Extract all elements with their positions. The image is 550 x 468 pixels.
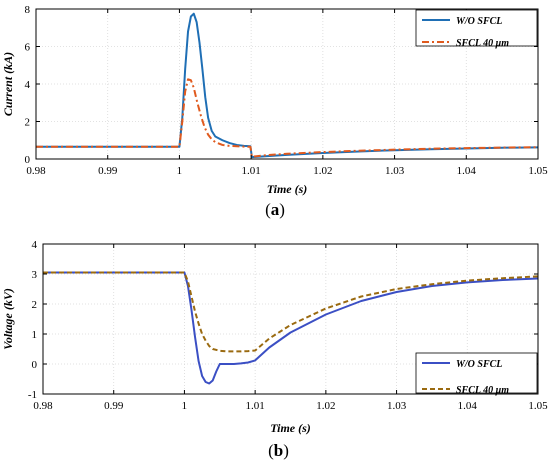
y-tick-label: 4: [25, 79, 31, 91]
y-axis-label: Current (kA): [1, 52, 15, 116]
x-tick-label: 1.04: [457, 165, 477, 177]
x-tick-label: 1: [177, 165, 183, 177]
legend: W/O SFCL SFCL 40 μm: [415, 9, 538, 49]
legend-label: SFCL 40 μm: [456, 385, 509, 396]
chart-panel-a: 0.98 0.99 1 1.01 1.02 1.03 1.04 1.05 0 2 4 6 8 Time (…: [1, 4, 548, 219]
x-axis-label: Time (s): [267, 182, 308, 196]
series-line-1: [36, 78, 539, 158]
x-tick-label: 1: [182, 400, 188, 412]
x-tick-label: 1.05: [528, 400, 548, 412]
series-line-0: [36, 12, 539, 159]
axes-frame: [42, 243, 539, 395]
x-tick-label: 1.03: [385, 165, 405, 177]
legend: W/O SFCL SFCL 40 μm: [415, 352, 538, 396]
y-tick-label: 6: [25, 42, 31, 54]
panel-label: (b): [268, 441, 289, 460]
legend-label: W/O SFCL: [456, 16, 502, 27]
y-tick-label: 2: [25, 117, 31, 129]
panel-label: (a): [265, 200, 285, 219]
legend-box: [415, 9, 538, 47]
x-tick-label: 0.99: [98, 165, 118, 177]
legend-box: [415, 352, 538, 394]
y-tick-label: 0: [32, 359, 38, 371]
x-tick-label: 0.98: [33, 400, 53, 412]
legend-label: W/O SFCL: [456, 359, 502, 370]
y-axis-label: Voltage (kV): [1, 288, 15, 350]
y-tick-label: 1: [32, 329, 38, 341]
y-tick-label: 3: [32, 269, 38, 281]
x-tick-label: 0.99: [104, 400, 124, 412]
x-tick-label: 1.05: [528, 165, 548, 177]
y-tick-label: 0: [25, 154, 31, 166]
x-tick-label: 1.01: [242, 165, 261, 177]
series-line-0: [43, 271, 539, 385]
y-tick-label: 8: [25, 4, 31, 16]
x-tick-label: 1.01: [246, 400, 265, 412]
y-tick-label: 2: [32, 299, 38, 311]
x-tick-label: 1.02: [316, 400, 335, 412]
x-axis-label: Time (s): [270, 421, 311, 435]
chart-panel-b: 0.98 0.99 1 1.01 1.02 1.03 1.04 1.05 -1 0 1 2 3 4 Time…: [1, 239, 548, 460]
x-tick-label: 1.03: [387, 400, 407, 412]
x-tick-label: 1.02: [313, 165, 332, 177]
y-tick-label: 4: [32, 239, 38, 251]
legend-label: SFCL 40 μm: [456, 38, 509, 49]
x-tick-label: 0.98: [26, 165, 46, 177]
x-tick-label: 1.04: [458, 400, 478, 412]
y-tick-label: -1: [28, 389, 37, 401]
